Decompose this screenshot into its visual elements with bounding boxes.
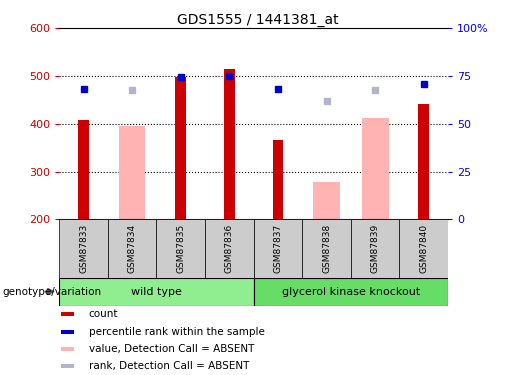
Bar [224, 69, 235, 219]
Bar [400, 219, 448, 278]
Bar [418, 104, 429, 219]
Text: GDS1555 / 1441381_at: GDS1555 / 1441381_at [177, 13, 338, 27]
Text: GSM87839: GSM87839 [371, 224, 380, 273]
Bar [272, 141, 283, 219]
Text: wild type: wild type [131, 286, 182, 297]
Bar [108, 219, 157, 278]
Bar [253, 278, 448, 306]
Bar [253, 219, 302, 278]
Bar [61, 312, 74, 316]
Bar [176, 77, 186, 219]
Bar [61, 330, 74, 333]
Bar [302, 219, 351, 278]
Text: GSM87837: GSM87837 [273, 224, 282, 273]
Bar [61, 364, 74, 368]
Bar [119, 126, 146, 219]
Bar [59, 219, 108, 278]
Text: GSM87840: GSM87840 [419, 224, 428, 273]
Bar [61, 347, 74, 351]
Bar [205, 219, 253, 278]
Text: rank, Detection Call = ABSENT: rank, Detection Call = ABSENT [89, 362, 249, 371]
Text: GSM87836: GSM87836 [225, 224, 234, 273]
Text: GSM87838: GSM87838 [322, 224, 331, 273]
Text: GSM87834: GSM87834 [128, 224, 136, 273]
Bar [157, 219, 205, 278]
Text: glycerol kinase knockout: glycerol kinase knockout [282, 286, 420, 297]
Text: value, Detection Call = ABSENT: value, Detection Call = ABSENT [89, 344, 254, 354]
Bar [78, 120, 89, 219]
Text: percentile rank within the sample: percentile rank within the sample [89, 327, 265, 337]
Text: count: count [89, 309, 118, 319]
Bar [59, 278, 253, 306]
Bar [313, 182, 340, 219]
Text: GSM87833: GSM87833 [79, 224, 88, 273]
Bar [351, 219, 400, 278]
Text: genotype/variation: genotype/variation [3, 286, 101, 297]
Bar [362, 118, 388, 219]
Text: GSM87835: GSM87835 [176, 224, 185, 273]
